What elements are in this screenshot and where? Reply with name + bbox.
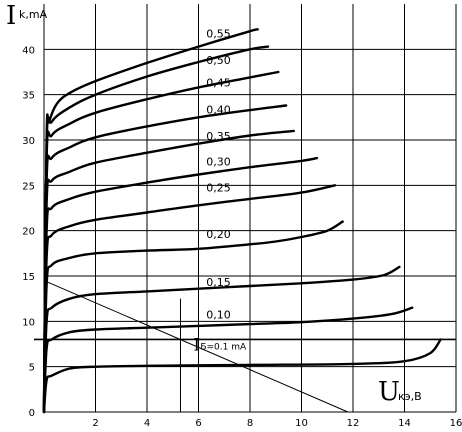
load-line-group (34, 280, 456, 413)
y-tick-label: 15 (22, 272, 35, 283)
ib-label-main: I (193, 335, 200, 355)
curve-label-7: 0,40 (206, 104, 231, 117)
curve-label-9: 0,50 (206, 54, 231, 67)
curve-label-2: 0,15 (206, 276, 231, 289)
y-tick-label: 35 (22, 91, 35, 102)
grid (43, 4, 457, 413)
curve-label-1: 0,10 (206, 309, 231, 322)
y-tick-label: 30 (22, 136, 35, 147)
y-tick-label: 10 (22, 317, 35, 328)
curve-label-3: 0,20 (206, 228, 231, 241)
load-line (43, 280, 349, 413)
curve-label-6: 0,35 (206, 130, 231, 143)
series-line-1 (42, 306, 414, 414)
x-tick-label: 6 (195, 418, 201, 429)
curve-label-4: 0,25 (206, 182, 231, 195)
x-tick-label: 4 (144, 418, 150, 429)
series-line-0 (42, 338, 442, 414)
x-tick-label: 12 (347, 418, 360, 429)
curve-label-5: 0,30 (206, 155, 231, 168)
y-tick-label: 40 (22, 45, 35, 56)
ib-label-sub: Б=0.1 mA (200, 342, 247, 352)
curve-label-10: 0,55 (206, 28, 231, 41)
x-tick-label: 8 (247, 418, 253, 429)
y-tick-label: 20 (22, 227, 35, 238)
y-tick-label: 0 (29, 408, 35, 419)
y-tick-label: 5 (29, 363, 35, 374)
x-tick-label: 10 (295, 418, 308, 429)
tick-labels: 2 4 6 8 10 12 14 16 0 5 10 15 20 25 30 35 40 (22, 45, 462, 429)
y-tick-label: 25 (22, 181, 35, 192)
curves (42, 28, 442, 414)
series-line-10 (42, 28, 259, 414)
x-axis-label-sub: кэ,В (398, 390, 422, 403)
y-axis-label-main: I (6, 1, 16, 31)
series-line-4 (42, 184, 337, 414)
y-axis-label-sub: k,mA (19, 8, 48, 21)
curve-labels: 0,10 0,15 0,20 0,25 0,30 0,35 0,40 0,45 0,50 0,55… (193, 28, 247, 356)
series-line-6 (42, 129, 295, 414)
x-axis-label-main: U (378, 377, 400, 407)
curve-label-8: 0,45 (206, 77, 231, 90)
x-tick-label: 16 (450, 418, 462, 429)
series-line-9 (42, 45, 270, 414)
x-tick-label: 2 (92, 418, 98, 429)
series-line-3 (42, 220, 344, 414)
series-line-2 (42, 265, 401, 414)
x-tick-label: 14 (398, 418, 411, 429)
